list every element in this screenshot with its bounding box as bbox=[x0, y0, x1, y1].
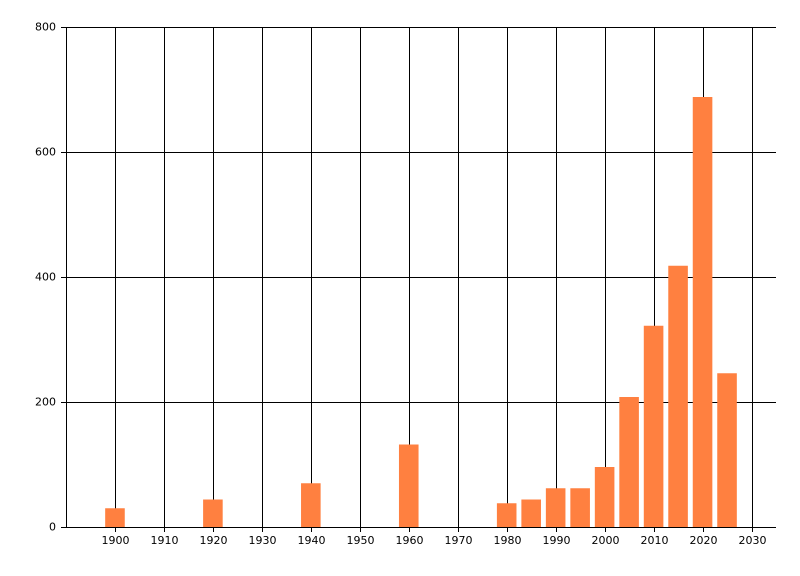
x-tick-label: 2010 bbox=[641, 534, 669, 547]
bar bbox=[619, 397, 639, 527]
x-tick-label: 2030 bbox=[739, 534, 767, 547]
bar bbox=[203, 499, 223, 527]
y-tick-label: 400 bbox=[35, 271, 56, 284]
bar bbox=[692, 97, 713, 527]
bar bbox=[594, 467, 615, 527]
bar bbox=[643, 325, 664, 527]
x-tick-label: 1910 bbox=[151, 534, 179, 547]
x-tick-label: 1930 bbox=[249, 534, 277, 547]
bar bbox=[496, 503, 517, 527]
bar bbox=[105, 508, 125, 527]
x-tick-label: 1900 bbox=[102, 534, 130, 547]
bar bbox=[301, 483, 321, 527]
x-tick-label: 1990 bbox=[543, 534, 571, 547]
x-tick-label: 2020 bbox=[690, 534, 718, 547]
x-tick-label: 1950 bbox=[347, 534, 375, 547]
x-tick-label: 1960 bbox=[396, 534, 424, 547]
bar bbox=[521, 499, 541, 527]
y-tick-label: 0 bbox=[49, 521, 56, 534]
x-tick-label: 1940 bbox=[298, 534, 326, 547]
x-tick-label: 1970 bbox=[445, 534, 473, 547]
y-tick-label: 600 bbox=[35, 146, 56, 159]
bar bbox=[398, 444, 419, 527]
y-tick-label: 800 bbox=[35, 21, 56, 34]
bar bbox=[668, 265, 688, 527]
bar bbox=[717, 373, 737, 527]
x-tick-label: 1920 bbox=[200, 534, 228, 547]
bar bbox=[545, 488, 566, 527]
x-tick-label: 2000 bbox=[592, 534, 620, 547]
x-tick-label: 1980 bbox=[494, 534, 522, 547]
y-tick-label: 200 bbox=[35, 396, 56, 409]
bar bbox=[570, 488, 590, 527]
